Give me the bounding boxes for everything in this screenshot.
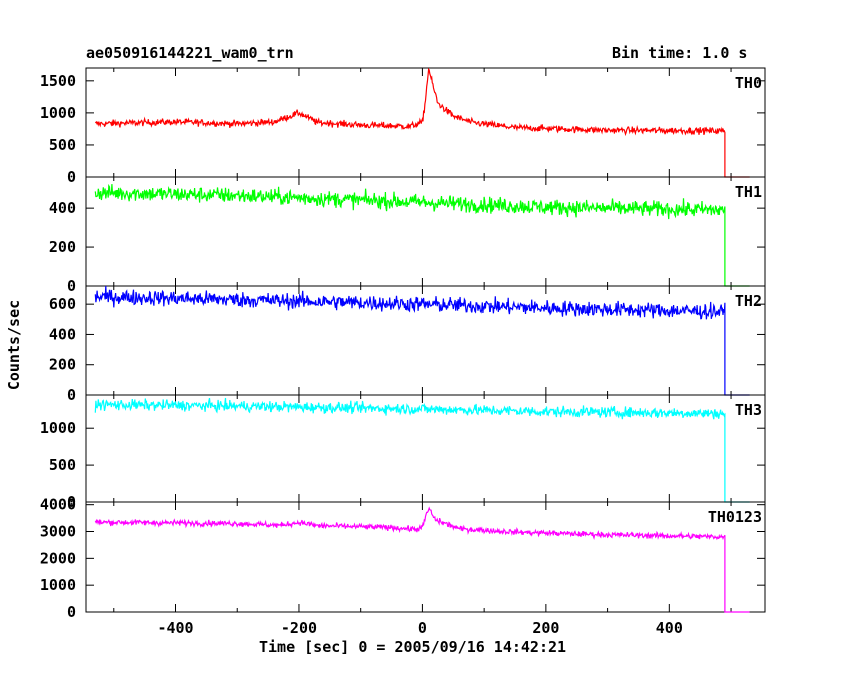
y-tick-label: 200 xyxy=(49,356,76,374)
y-tick-label: 1000 xyxy=(40,419,76,437)
x-tick-label: 400 xyxy=(656,619,683,637)
x-axis-label: Time [sec] 0 = 2005/09/16 14:42:21 xyxy=(259,638,567,656)
panel-label-th0: TH0 xyxy=(735,74,762,92)
y-tick-label: 0 xyxy=(67,603,76,621)
panel-label-th2: TH2 xyxy=(735,292,762,310)
series-line-th0 xyxy=(94,67,750,178)
x-tick-label: 0 xyxy=(418,619,427,637)
panel-label-th0123: TH0123 xyxy=(708,508,762,526)
y-tick-label: 500 xyxy=(49,136,76,154)
series-line-th0123 xyxy=(94,506,750,613)
y-tick-label: 2000 xyxy=(40,549,76,567)
y-tick-label: 1000 xyxy=(40,104,76,122)
panel-frame-th0123 xyxy=(85,501,766,613)
y-tick-label: 4000 xyxy=(40,496,76,514)
series-line-th3 xyxy=(94,397,750,503)
y-axis-label: Counts/sec xyxy=(5,299,23,391)
x-tick-label: 200 xyxy=(532,619,559,637)
y-tick-label: 0 xyxy=(67,386,76,404)
y-tick-label: 600 xyxy=(49,295,76,313)
y-tick-label: 0 xyxy=(67,168,76,186)
panel-label-th3: TH3 xyxy=(735,401,762,419)
y-tick-label: 1500 xyxy=(40,72,76,90)
y-tick-label: 500 xyxy=(49,456,76,474)
x-tick-label: -200 xyxy=(281,619,317,637)
chart-title: ae050916144221_wam0_trn xyxy=(86,44,294,62)
y-tick-label: 0 xyxy=(67,277,76,295)
y-tick-label: 3000 xyxy=(40,523,76,541)
y-tick-label: 0 xyxy=(67,493,76,511)
y-tick-label: 1000 xyxy=(40,576,76,594)
bin-time-label: Bin time: 1.0 s xyxy=(612,44,748,62)
series-line-th1 xyxy=(94,183,750,287)
series-line-th2 xyxy=(94,285,750,396)
y-tick-label: 400 xyxy=(49,199,76,217)
y-tick-label: 200 xyxy=(49,238,76,256)
panel-label-th1: TH1 xyxy=(735,183,762,201)
y-tick-label: 400 xyxy=(49,325,76,343)
x-tick-label: -400 xyxy=(157,619,193,637)
